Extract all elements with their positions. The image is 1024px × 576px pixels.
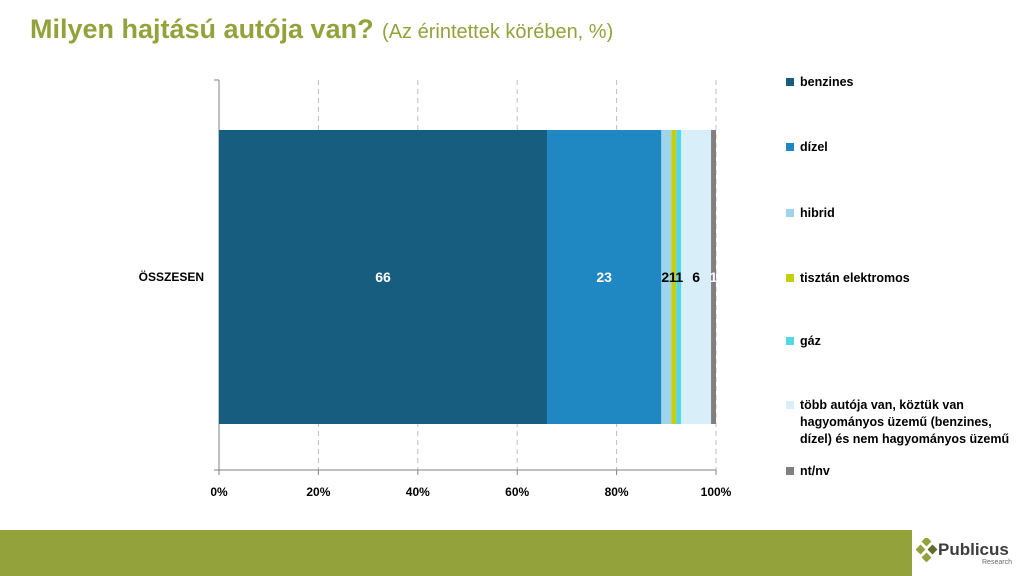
legend-label: tisztán elektromos — [800, 271, 910, 285]
x-tick-label: 20% — [306, 485, 330, 499]
bar-segment — [711, 130, 716, 424]
bar-segment — [219, 130, 548, 424]
data-label: 1 — [675, 269, 683, 285]
data-label: 2 — [661, 269, 669, 285]
title-subtitle: (Az érintettek körében, %) — [382, 21, 614, 43]
stacked-bar-chart: 0% 20% 40% 60% 80% 100%ÖSSZESEN 66 23 2 11 6 1 — [139, 79, 732, 499]
data-label: 23 — [596, 269, 612, 285]
legend-swatch — [786, 209, 794, 217]
legend-swatch — [786, 337, 794, 345]
legend-label: hibrid — [800, 206, 835, 220]
footer-bar — [0, 530, 912, 576]
x-tick-label: 80% — [605, 485, 629, 499]
publicus-logo: Publicus Research — [916, 534, 1024, 574]
bar-segment — [676, 130, 682, 424]
logo-subtext: Research — [982, 559, 1012, 566]
data-label: 1 — [669, 269, 677, 285]
legend-label: nt/nv — [800, 464, 830, 478]
chart-title: Milyen hajtású autója van? (Az érintette… — [30, 14, 613, 45]
legend-label: benzines — [800, 75, 854, 89]
data-label: 6 — [692, 269, 700, 285]
data-label: 66 — [375, 269, 391, 285]
x-tick-label: 40% — [406, 485, 430, 499]
x-tick-label: 60% — [505, 485, 529, 499]
legend-swatch — [786, 467, 794, 475]
bar-segment — [681, 130, 712, 424]
legend-label: több autója van, köztük van hagyományos … — [800, 398, 1010, 446]
legend-swatch — [786, 78, 794, 86]
legend-swatch — [786, 274, 794, 282]
legend-label: gáz — [800, 334, 821, 348]
legend-swatch — [786, 143, 794, 151]
x-tick-label: 100% — [701, 485, 732, 499]
title-main: Milyen hajtású autója van? — [30, 14, 374, 44]
bar-segment — [671, 130, 677, 424]
legend-swatch — [786, 401, 794, 409]
category-label: ÖSSZESEN — [139, 269, 204, 284]
legend-label: dízel — [800, 140, 828, 154]
bar-segment — [547, 130, 662, 424]
bar-segment — [661, 130, 672, 424]
data-label: 1 — [710, 269, 718, 285]
logo-diamond-icon — [916, 538, 938, 562]
logo-text: Publicus — [938, 540, 1009, 559]
x-tick-label: 0% — [210, 485, 228, 499]
